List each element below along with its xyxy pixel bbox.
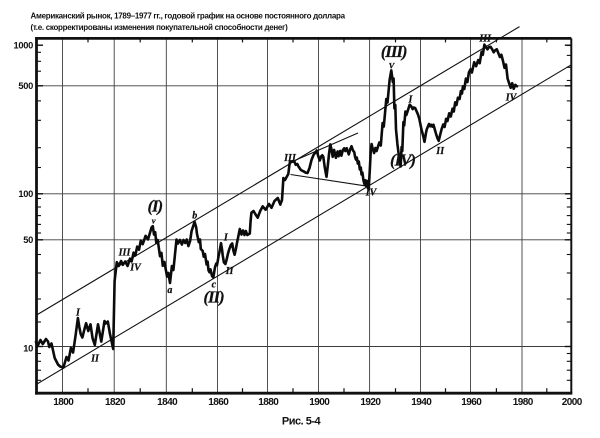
svg-text:III: III [118,248,132,259]
svg-text:(II): (II) [203,287,224,306]
svg-text:Американский рынок, 1789–1977: Американский рынок, 1789–1977 гг., годов… [31,12,346,21]
svg-text:V: V [389,61,396,71]
svg-text:c: c [212,280,217,291]
svg-text:10: 10 [23,343,33,353]
svg-text:III: III [478,33,492,44]
svg-text:(III): (III) [381,42,407,61]
svg-text:1940: 1940 [411,397,432,408]
svg-text:(т.е. скорректированы изменени: (т.е. скорректированы изменения покупате… [31,23,289,32]
svg-text:1960: 1960 [461,397,482,408]
svg-text:(IV): (IV) [390,150,415,169]
svg-text:IV: IV [365,187,378,198]
svg-text:Рис. 5-4: Рис. 5-4 [282,416,322,428]
svg-text:I: I [407,94,413,105]
svg-text:1880: 1880 [258,397,279,408]
svg-text:1860: 1860 [208,397,229,408]
svg-text:IV: IV [505,93,518,104]
svg-text:1800: 1800 [53,397,74,408]
svg-text:v: v [152,216,156,226]
svg-text:1840: 1840 [157,397,178,408]
svg-text:II: II [435,146,445,157]
svg-text:2000: 2000 [562,397,583,408]
svg-text:50: 50 [23,235,33,245]
svg-text:b: b [192,210,197,221]
svg-text:II: II [225,266,235,277]
svg-text:III: III [283,153,297,164]
svg-text:1920: 1920 [360,397,381,408]
svg-text:I: I [75,307,81,318]
svg-text:100: 100 [18,189,33,199]
svg-text:1000: 1000 [14,41,34,51]
svg-text:II: II [90,354,100,365]
svg-text:1980: 1980 [513,397,534,408]
svg-text:IV: IV [129,263,142,274]
svg-text:(I): (I) [147,196,162,215]
svg-text:500: 500 [18,81,33,91]
svg-text:a: a [167,285,172,296]
svg-text:1820: 1820 [105,397,126,408]
svg-text:1900: 1900 [309,397,330,408]
svg-text:I: I [223,233,229,244]
